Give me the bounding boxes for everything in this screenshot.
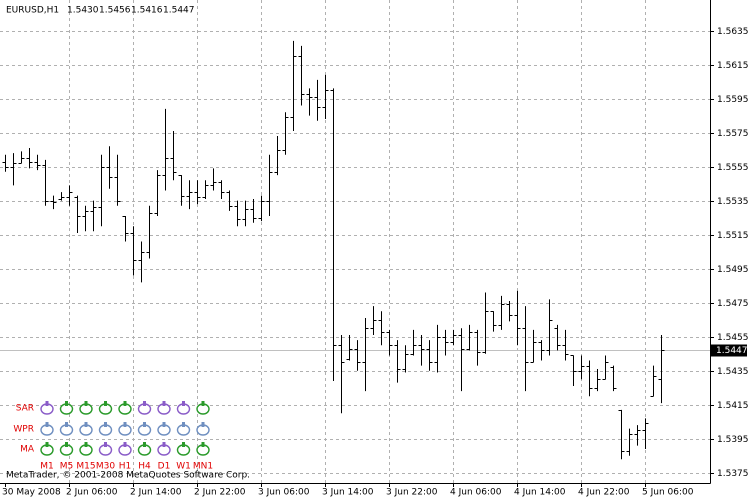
signal-icon-thumb <box>45 422 49 427</box>
indicator-label: MA <box>20 445 35 455</box>
timeframe-label: M1 <box>40 462 54 472</box>
overlay: EURUSD,H1 1.5430 1.5456 1.5416 1.5447 Me… <box>2 6 749 498</box>
signal-icon-thumb <box>123 401 127 406</box>
signal-icon-thumb <box>201 422 205 427</box>
timeframe-label: W1 <box>176 462 191 472</box>
y-tick-label: 1.5615 <box>717 61 749 71</box>
signal-icon-thumb <box>201 401 205 406</box>
y-tick-label: 1.5595 <box>717 95 749 105</box>
signal-icon-thumb <box>123 442 127 447</box>
timeframe-label: M5 <box>60 462 74 472</box>
last-open: 1.5430 <box>67 6 99 16</box>
signal-icon-thumb <box>201 442 205 447</box>
y-tick-label: 1.5555 <box>717 163 749 173</box>
current-price-box <box>711 344 747 357</box>
y-tick-label: 1.5515 <box>717 231 749 241</box>
signal-icon-thumb <box>45 401 49 406</box>
timeframe-label: MN1 <box>193 462 213 472</box>
x-tick-label: 2 Jun 14:00 <box>130 488 182 498</box>
copyright: MetaTrader, © 2001-2008 MetaQuotes Softw… <box>6 471 250 481</box>
x-tick-label: 4 Jun 06:00 <box>450 488 502 498</box>
timeframe-label: H1 <box>119 462 132 472</box>
signal-icon-thumb <box>45 442 49 447</box>
bars <box>2 40 665 460</box>
x-tick-label: 4 Jun 14:00 <box>514 488 566 498</box>
signal-icon-thumb <box>104 442 107 447</box>
signal-icon-thumb <box>182 401 185 406</box>
signal-icon-thumb <box>84 401 88 406</box>
y-tick-label: 1.5415 <box>717 401 749 411</box>
x-tick-label: 5 Jun 06:00 <box>642 488 694 498</box>
signal-icon-thumb <box>143 442 146 447</box>
signal-icon-thumb <box>65 442 68 447</box>
signal-icon-thumb <box>65 401 68 406</box>
y-tick-label: 1.5635 <box>717 27 749 37</box>
last-low: 1.5416 <box>131 6 163 16</box>
x-tick-label: 2 Jun 22:00 <box>194 488 246 498</box>
signal-icon-thumb <box>143 422 146 427</box>
y-tick-label: 1.5475 <box>717 299 749 309</box>
signal-icon-thumb <box>162 401 166 406</box>
signal-icon-thumb <box>65 422 68 427</box>
x-tick-label: 3 Jun 06:00 <box>258 488 310 498</box>
last-close: 1.5447 <box>163 6 195 16</box>
signal-icon-thumb <box>162 422 166 427</box>
signal-icon-thumb <box>84 422 88 427</box>
last-high: 1.5456 <box>99 6 131 16</box>
current-price-label: 1.5447 <box>716 346 748 356</box>
x-tick-label: 4 Jun 22:00 <box>578 488 630 498</box>
y-tick-label: 1.5395 <box>717 435 749 445</box>
y-tick-label: 1.5375 <box>717 469 749 479</box>
timeframe-label: H4 <box>138 462 151 472</box>
timeframe-label: D1 <box>158 462 171 472</box>
signal-icon-thumb <box>182 422 185 427</box>
signal-icon-thumb <box>123 422 127 427</box>
y-tick-label: 1.5495 <box>717 265 749 275</box>
timeframe-label: M15 <box>76 462 95 472</box>
signal-icon-thumb <box>84 442 88 447</box>
y-tick-label: 1.5455 <box>717 333 749 343</box>
symbol-title: EURUSD,H1 <box>6 6 59 16</box>
signal-icon-thumb <box>104 422 107 427</box>
x-tick-label: 3 Jun 22:00 <box>386 488 438 498</box>
x-tick-label: 30 May 2008 <box>2 488 61 498</box>
signal-icon-thumb <box>143 401 146 406</box>
y-tick-label: 1.5435 <box>717 367 749 377</box>
signal-icon-thumb <box>104 401 107 406</box>
y-tick-label: 1.5535 <box>717 197 749 207</box>
indicator-label: SAR <box>16 404 34 414</box>
indicator-label: WPR <box>13 425 34 435</box>
x-tick-label: 2 Jun 06:00 <box>66 488 118 498</box>
grid <box>0 0 714 487</box>
signal-icon-thumb <box>182 442 185 447</box>
signal-icon-thumb <box>162 442 166 447</box>
timeframe-label: M30 <box>96 462 115 472</box>
y-tick-label: 1.5575 <box>717 129 749 139</box>
x-tick-label: 3 Jun 14:00 <box>322 488 374 498</box>
